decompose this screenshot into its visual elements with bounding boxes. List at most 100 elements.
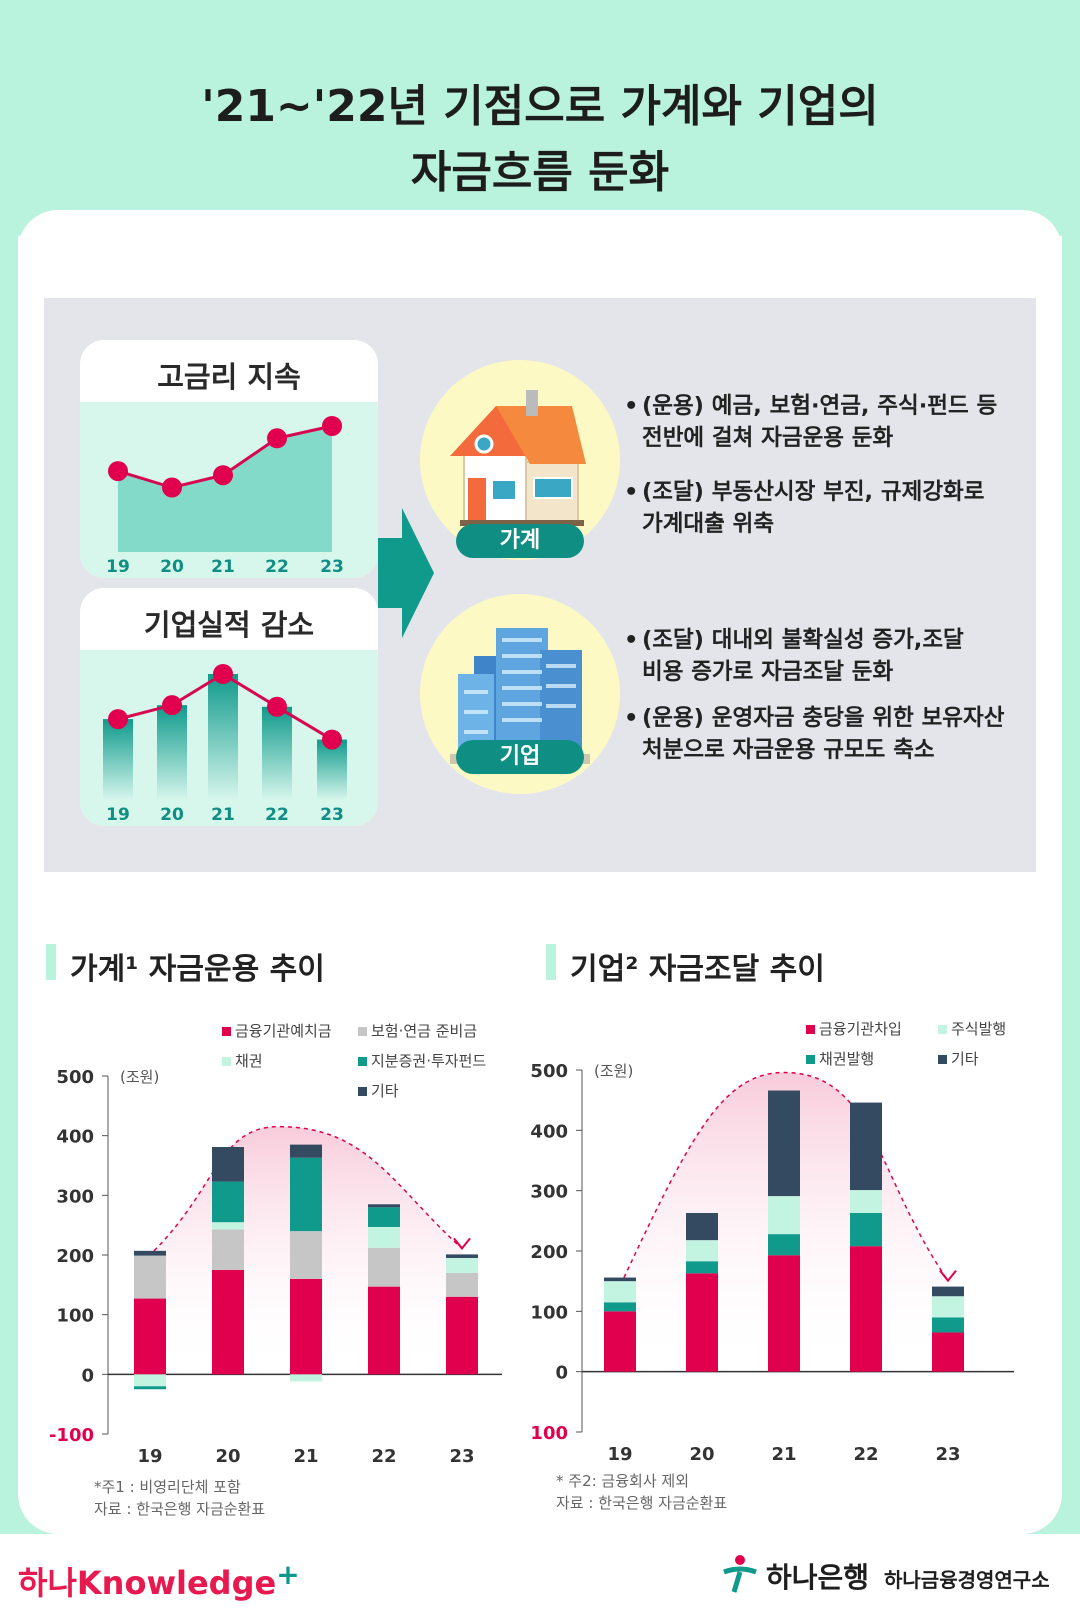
trend-point — [213, 664, 233, 684]
y-tick-label: 200 — [56, 1246, 94, 1267]
corporate-bullet-2-line-1: (운용) 운영자금 충당을 위한 보유자산 — [642, 705, 1005, 731]
trend-bar — [262, 706, 292, 800]
bar-segment — [212, 1181, 244, 1223]
bar-segment — [368, 1286, 400, 1375]
household-bullet-2: • (조달) 부동산시장 부진, 규제강화로 가계대출 위축 — [624, 476, 984, 540]
trend-area — [118, 426, 332, 552]
earnings-title: 기업실적 감소 — [143, 608, 315, 642]
household-bullet-1-line-2: 전반에 걸쳐 자금운용 둔화 — [642, 425, 894, 451]
year-label: 19 — [106, 805, 130, 825]
bar-segment — [290, 1278, 322, 1375]
x-tick-label: 22 — [853, 1444, 878, 1465]
bar-segment — [850, 1246, 882, 1372]
trend-arrowhead — [939, 1269, 957, 1283]
trend-point — [213, 465, 233, 486]
legend-corporate-other: 기타 — [938, 1048, 979, 1069]
legend-swatch — [222, 1057, 231, 1066]
trend-bar — [317, 739, 347, 800]
bullet-dot: • — [624, 705, 639, 731]
household-notes: *주1 : 비영리단체 포함 자료 : 한국은행 자금순환표 — [94, 1476, 265, 1520]
y-tick-label: -100 — [530, 1423, 568, 1444]
year-label: 21 — [211, 805, 235, 825]
household-note-1: *주1 : 비영리단체 포함 — [94, 1478, 241, 1496]
y-unit-label: (조원) — [594, 1062, 633, 1080]
bar-segment — [932, 1296, 964, 1318]
legend-label: 주식발행 — [951, 1020, 1007, 1038]
bar-segment — [290, 1157, 322, 1232]
trend-arrowhead — [453, 1237, 471, 1251]
title-line-2: 자금흐름 둔화 — [410, 147, 670, 198]
arrow-icon — [378, 508, 434, 638]
year-label: 20 — [160, 557, 184, 577]
legend-label: 기타 — [371, 1082, 399, 1100]
bar-segment — [932, 1286, 964, 1297]
trend-bar — [103, 719, 133, 800]
hana-knowledge-text: 하나Knowledge — [18, 1564, 277, 1602]
year-label: 22 — [265, 557, 289, 577]
house-icon — [450, 390, 586, 526]
bar-segment — [290, 1374, 322, 1382]
year-label: 22 — [265, 805, 289, 825]
institute-name: 하나금융경영연구소 — [884, 1568, 1050, 1592]
summary-box: 고금리 지속 19 20 21 22 23 기업실적 감소 19 20 21 22 23 가계 … — [44, 298, 1036, 872]
corporate-bullet-2: • (운용) 운영자금 충당을 위한 보유자산 처분으로 자금운용 규모도 축소 — [624, 702, 1005, 766]
legend-label: 채권발행 — [819, 1050, 875, 1068]
year-label: 21 — [211, 557, 235, 577]
trend-bar — [157, 705, 187, 800]
bar-segment — [768, 1234, 800, 1256]
bar-segment — [604, 1311, 636, 1372]
bar-segment — [604, 1281, 636, 1303]
corporate-funding-chart: 500 400 300 200 100 0 -100 (조원) 19 20 21 22 23 — [530, 1061, 1014, 1465]
corporate-note-1: * 주2: 금융회사 제외 — [556, 1472, 690, 1490]
hana-knowledge-logo: 하나Knowledge+ — [18, 1558, 300, 1604]
legend-corporate-stocks: 주식발행 — [938, 1018, 1006, 1039]
legend-swatch — [358, 1087, 367, 1096]
bar-segment — [134, 1374, 166, 1387]
corporate-chart-title: 기업² 자금조달 추이 — [570, 952, 825, 987]
bar-segment — [134, 1298, 166, 1375]
y-tick-label: 100 — [530, 1302, 568, 1323]
household-bullet-1: • (운용) 예금, 보험·연금, 주식·펀드 등 전반에 걸쳐 자금운용 둔화 — [624, 390, 997, 454]
y-tick-label: 500 — [530, 1061, 568, 1082]
corporate-bullet-1-line-1: (조달) 대내외 불확실성 증가,조달 — [642, 627, 964, 653]
x-tick-label: 21 — [293, 1446, 318, 1467]
corporate-bullet-2-line-2: 처분으로 자금운용 규모도 축소 — [642, 737, 935, 763]
bar-segment — [134, 1386, 166, 1390]
bullet-dot: • — [624, 479, 639, 505]
bar-segment — [290, 1144, 322, 1158]
x-tick-label: 22 — [371, 1446, 396, 1467]
household-funds-chart: 500 400 300 200 100 0 -100 (조원) 19 20 21 22 23 — [49, 1067, 502, 1467]
high-rate-title: 고금리 지속 — [157, 360, 301, 394]
footer: 하나Knowledge+ 하나은행 하나금융경영연구소 — [0, 1534, 1080, 1619]
household-note-2: 자료 : 한국은행 자금순환표 — [94, 1500, 266, 1518]
bar-segment — [290, 1231, 322, 1279]
y-tick-label: 400 — [56, 1127, 94, 1148]
trend-point — [322, 416, 342, 436]
x-tick-label: 19 — [137, 1446, 162, 1467]
x-tick-label: 23 — [935, 1444, 960, 1465]
bar-segment — [850, 1102, 882, 1191]
earnings-trend-chart: 19 20 21 22 23 — [80, 650, 378, 826]
trend-point — [267, 696, 287, 717]
bar-segment — [212, 1229, 244, 1270]
corporate-label: 기업 — [456, 740, 584, 774]
year-label: 23 — [320, 805, 344, 825]
bar-segment — [686, 1261, 718, 1274]
year-label: 20 — [160, 805, 184, 825]
bar-segment — [134, 1250, 166, 1256]
bar-segment — [604, 1277, 636, 1282]
bar-segment — [768, 1196, 800, 1235]
corporate-notes: * 주2: 금융회사 제외 자료 : 한국은행 자금순환표 — [556, 1470, 727, 1514]
corporate-bullet-1-line-2: 비용 증가로 자금조달 둔화 — [642, 659, 894, 685]
plus-mark: + — [276, 1558, 300, 1591]
trend-point — [108, 709, 128, 730]
y-tick-label: 300 — [530, 1182, 568, 1203]
household-chart-title: 가계¹ 자금운용 추이 — [70, 952, 325, 987]
trend-point — [162, 477, 182, 498]
legend-label: 채권 — [235, 1052, 263, 1070]
legend-corporate-loans: 금융기관차입 — [806, 1018, 902, 1039]
year-label: 19 — [106, 557, 130, 577]
legend-label: 지분증권·투자펀드 — [371, 1052, 487, 1070]
hana-bank-logo-icon — [723, 1555, 757, 1593]
x-tick-label: 21 — [771, 1444, 796, 1465]
